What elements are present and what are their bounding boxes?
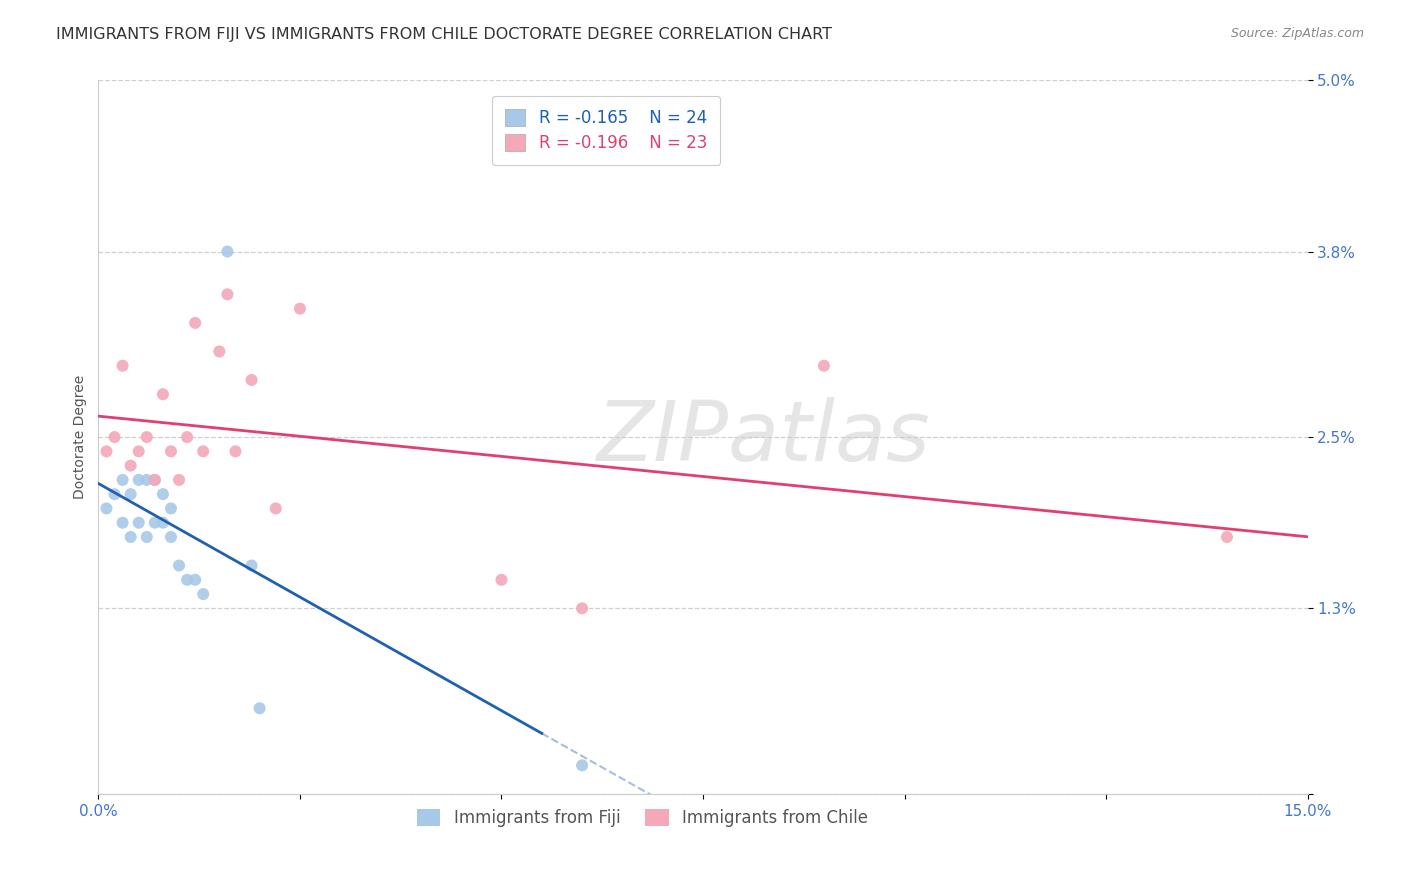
Point bbox=[103, 487, 125, 501]
Point bbox=[111, 473, 134, 487]
Point bbox=[160, 444, 183, 458]
Point bbox=[193, 444, 215, 458]
Point bbox=[96, 501, 118, 516]
Point bbox=[152, 516, 174, 530]
Point bbox=[128, 516, 150, 530]
Point bbox=[184, 573, 207, 587]
Point bbox=[135, 530, 157, 544]
Point bbox=[224, 444, 246, 458]
Point bbox=[491, 573, 513, 587]
Point bbox=[143, 473, 166, 487]
Point bbox=[813, 359, 835, 373]
Y-axis label: Doctorate Degree: Doctorate Degree bbox=[73, 375, 87, 500]
Point bbox=[249, 701, 271, 715]
Point bbox=[571, 601, 593, 615]
Point bbox=[160, 501, 183, 516]
Point bbox=[217, 287, 239, 301]
Point bbox=[143, 516, 166, 530]
Point bbox=[571, 758, 593, 772]
Legend: Immigrants from Fiji, Immigrants from Chile: Immigrants from Fiji, Immigrants from Ch… bbox=[409, 801, 876, 836]
Point bbox=[152, 487, 174, 501]
Point bbox=[103, 430, 125, 444]
Point bbox=[240, 373, 263, 387]
Point bbox=[135, 430, 157, 444]
Point bbox=[160, 530, 183, 544]
Point bbox=[193, 587, 215, 601]
Point bbox=[208, 344, 231, 359]
Point bbox=[143, 473, 166, 487]
Point bbox=[240, 558, 263, 573]
Point bbox=[217, 244, 239, 259]
Point bbox=[152, 387, 174, 401]
Point bbox=[111, 359, 134, 373]
Text: IMMIGRANTS FROM FIJI VS IMMIGRANTS FROM CHILE DOCTORATE DEGREE CORRELATION CHART: IMMIGRANTS FROM FIJI VS IMMIGRANTS FROM … bbox=[56, 27, 832, 42]
Point bbox=[167, 473, 190, 487]
Text: ZIPatlas: ZIPatlas bbox=[596, 397, 931, 477]
Point bbox=[128, 444, 150, 458]
Point bbox=[176, 573, 198, 587]
Point bbox=[96, 444, 118, 458]
Text: Source: ZipAtlas.com: Source: ZipAtlas.com bbox=[1230, 27, 1364, 40]
Point bbox=[1216, 530, 1239, 544]
Point bbox=[135, 473, 157, 487]
Point bbox=[184, 316, 207, 330]
Point bbox=[120, 487, 142, 501]
Point bbox=[167, 558, 190, 573]
Point bbox=[111, 516, 134, 530]
Point bbox=[176, 430, 198, 444]
Point bbox=[288, 301, 311, 316]
Point bbox=[120, 458, 142, 473]
Point bbox=[264, 501, 287, 516]
Point bbox=[128, 473, 150, 487]
Point bbox=[120, 530, 142, 544]
